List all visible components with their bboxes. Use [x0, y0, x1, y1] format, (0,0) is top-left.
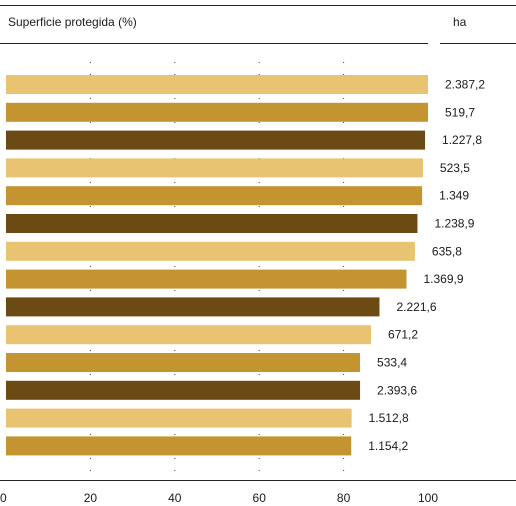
- value-column-header: ha: [453, 15, 467, 29]
- data-label: 2.393,6: [377, 383, 417, 397]
- bar: [6, 102, 428, 122]
- bar: [6, 436, 352, 456]
- bar: [6, 186, 423, 206]
- data-label: 1.154,2: [368, 439, 408, 453]
- bar: [6, 380, 361, 400]
- bar: [6, 353, 361, 372]
- data-label: 519,7: [445, 105, 475, 119]
- bar: [6, 408, 352, 428]
- header-rule-right: [440, 43, 516, 44]
- data-label: 533,4: [377, 356, 407, 370]
- header-rule-left: [0, 43, 428, 44]
- bar: [6, 325, 372, 345]
- data-label: 2.221,6: [396, 300, 436, 314]
- data-label: 1.512,8: [369, 411, 409, 425]
- bar: [6, 214, 418, 233]
- x-tick-label: 80: [337, 491, 351, 505]
- data-label: 1.369,9: [423, 272, 463, 286]
- bottom-rule: [0, 480, 516, 481]
- top-rule: [0, 5, 516, 6]
- bar: [6, 158, 423, 178]
- x-tick-label: 20: [84, 491, 98, 505]
- data-label: 671,2: [388, 328, 418, 342]
- x-tick-label: 60: [253, 491, 267, 505]
- bar: [6, 297, 380, 317]
- data-label: 523,5: [440, 161, 470, 175]
- x-tick-label: 0: [0, 491, 7, 505]
- data-label: 2.387,2: [445, 78, 485, 92]
- data-label: 1.349: [439, 189, 469, 203]
- bar: [6, 75, 428, 94]
- x-tick-label: 40: [168, 491, 182, 505]
- x-tick-label: 100: [418, 491, 438, 505]
- chart-title: Superficie protegida (%): [8, 15, 137, 29]
- bar: [6, 241, 415, 261]
- data-label: 1.238,9: [434, 217, 474, 231]
- data-label: 635,8: [432, 244, 462, 258]
- data-label: 1.227,8: [442, 133, 482, 147]
- bar: [6, 130, 426, 150]
- bar: [6, 269, 407, 289]
